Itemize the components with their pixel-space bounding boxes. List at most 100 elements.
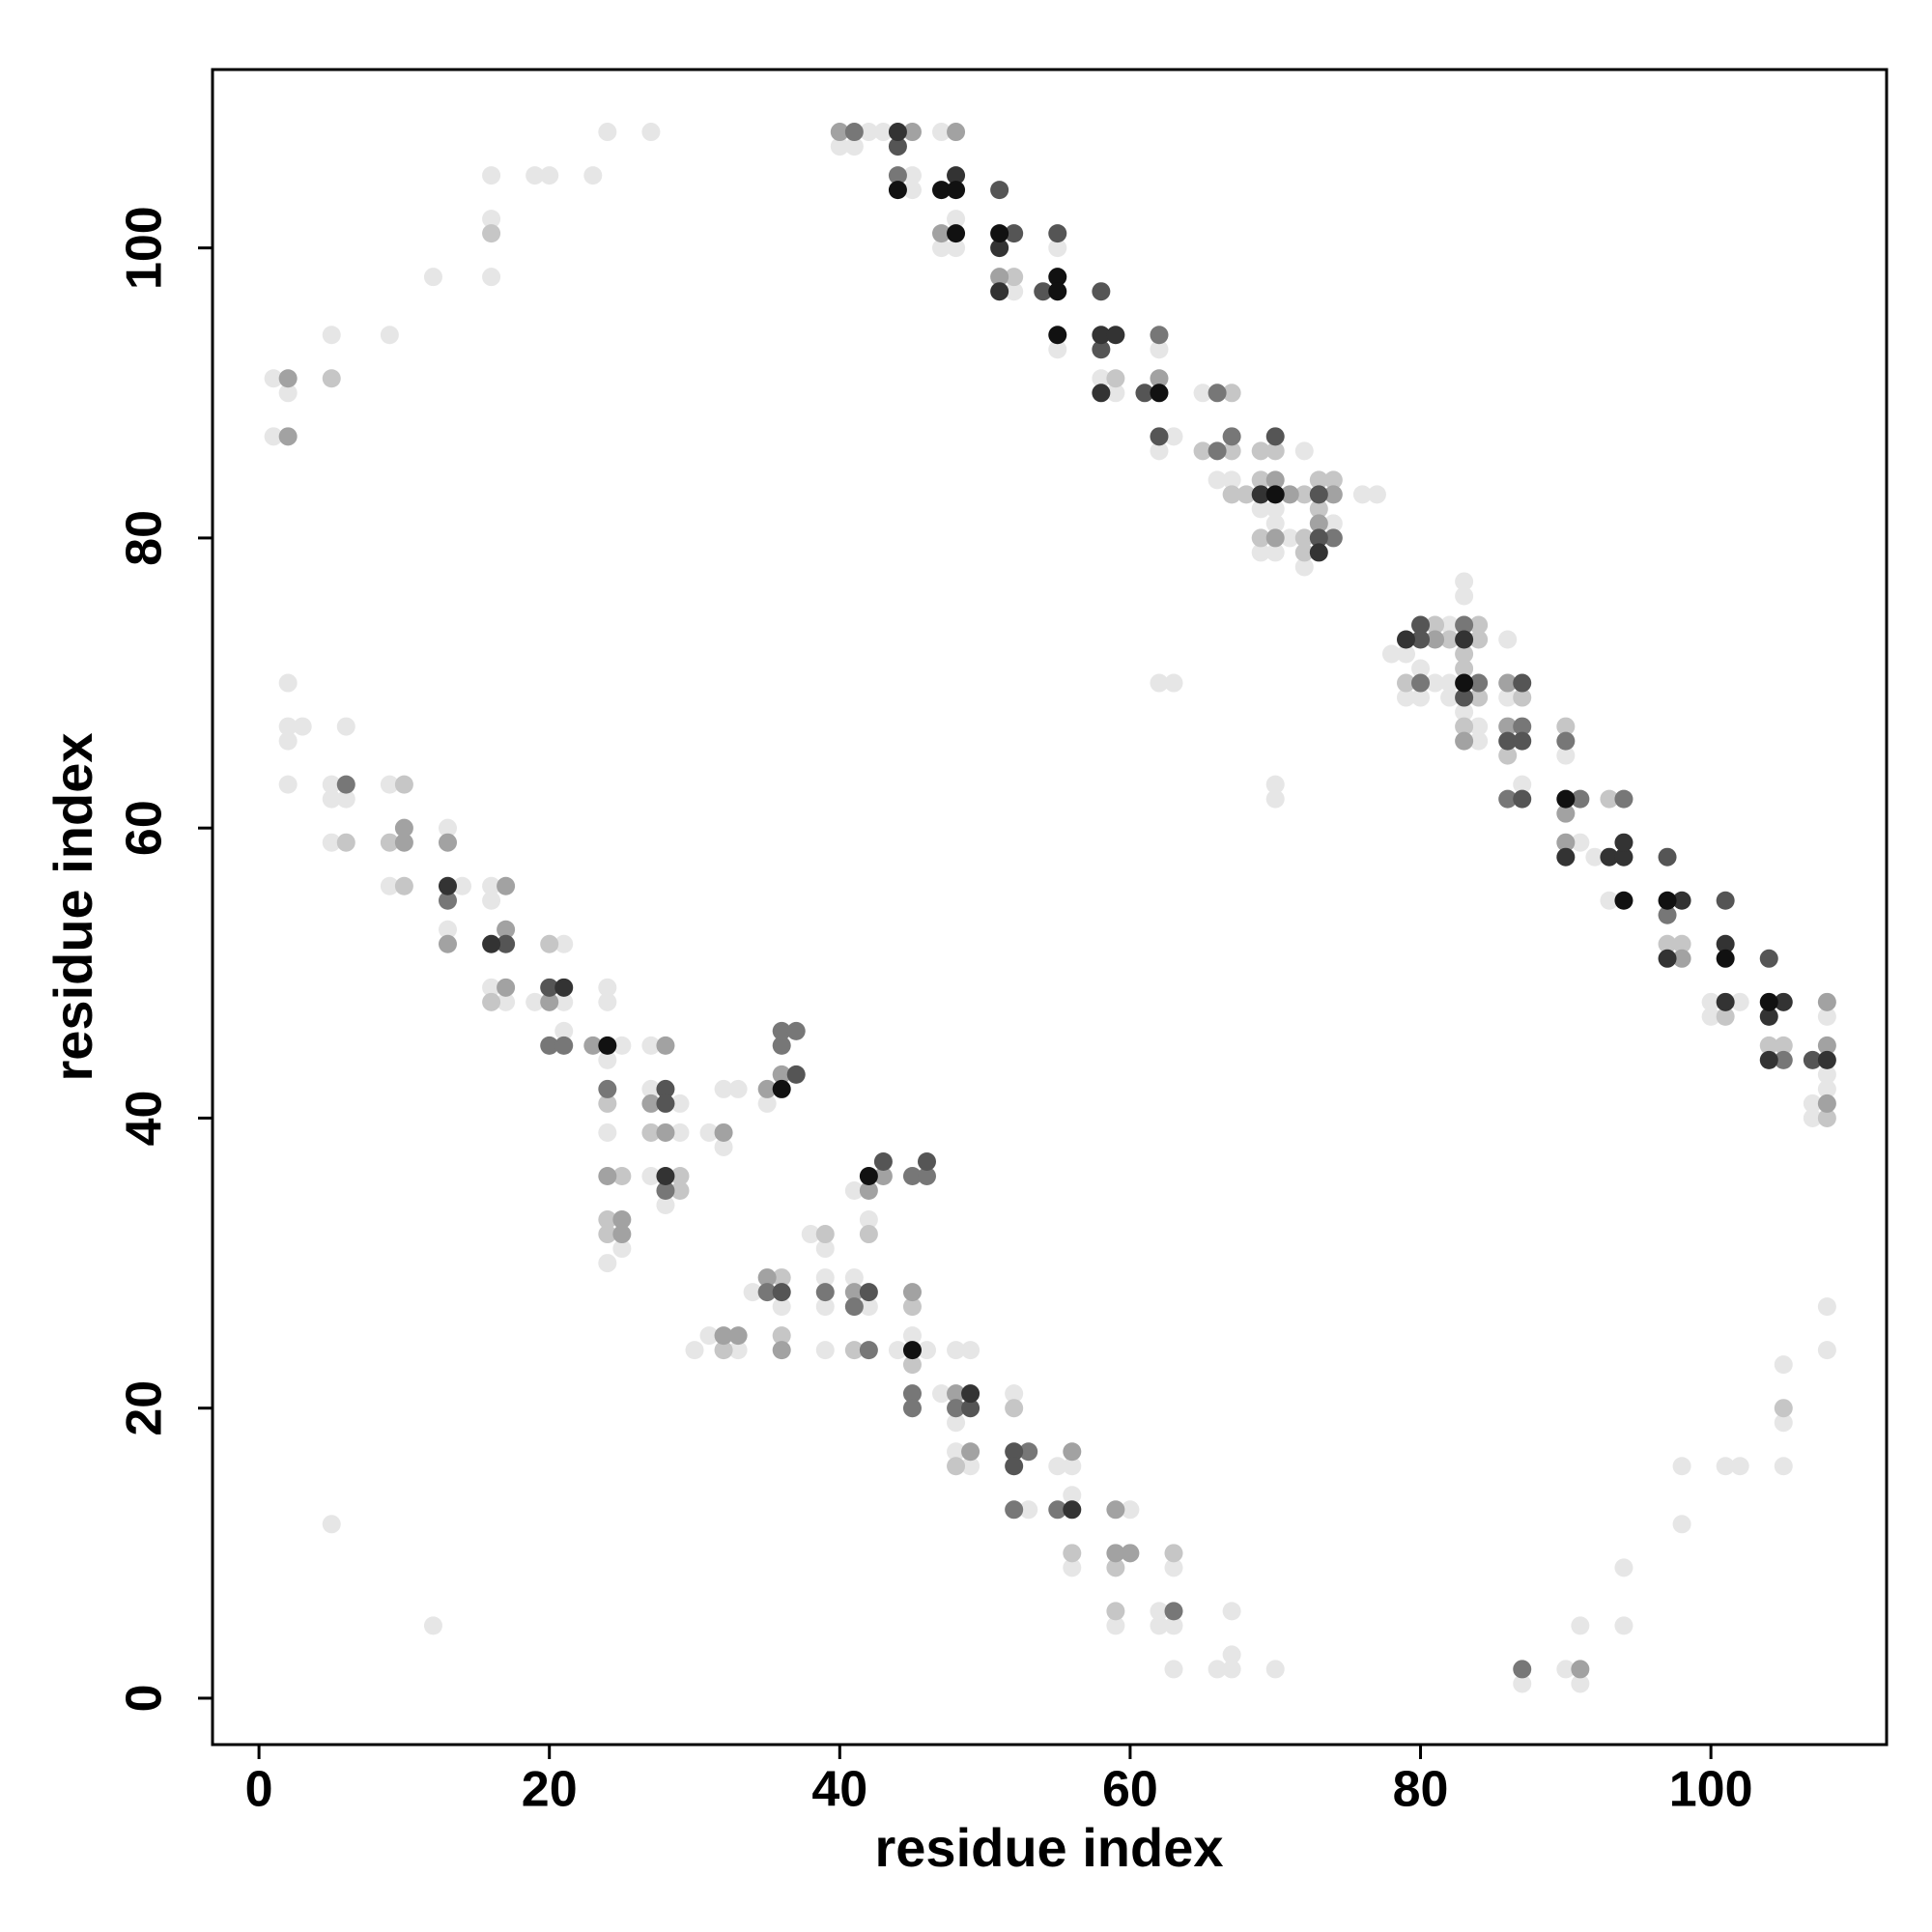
point: [1323, 528, 1343, 548]
point: [394, 876, 413, 895]
point: [322, 833, 341, 852]
y-tick-label: 80: [117, 510, 173, 566]
point: [1469, 673, 1489, 693]
point: [1265, 485, 1285, 504]
point: [278, 427, 298, 446]
point: [1048, 268, 1067, 287]
point: [1585, 847, 1605, 867]
point: [1817, 1036, 1836, 1055]
point: [598, 123, 617, 142]
point: [902, 1341, 922, 1360]
point: [1571, 1616, 1590, 1635]
point: [859, 1283, 878, 1302]
point: [540, 934, 559, 953]
point: [757, 1094, 777, 1113]
point: [815, 1297, 835, 1317]
point: [1150, 427, 1169, 446]
point: [1222, 1660, 1241, 1679]
point: [728, 1341, 748, 1360]
point: [932, 181, 952, 200]
point: [1701, 1007, 1720, 1026]
point: [772, 1326, 791, 1346]
point: [598, 978, 617, 997]
point: [1063, 1442, 1082, 1462]
point: [714, 1326, 733, 1346]
point: [1513, 1660, 1532, 1679]
point: [888, 137, 907, 156]
point: [947, 224, 966, 243]
point: [1309, 470, 1328, 490]
point: [1396, 644, 1415, 664]
point: [1513, 789, 1532, 809]
point: [1455, 659, 1474, 678]
point: [380, 833, 399, 852]
point: [1309, 543, 1328, 562]
point: [1106, 1544, 1125, 1563]
point: [902, 181, 922, 200]
point: [1716, 949, 1735, 968]
point: [656, 1079, 675, 1098]
point: [1672, 1515, 1691, 1534]
point: [947, 1457, 966, 1476]
point: [598, 1050, 617, 1069]
point: [670, 1094, 690, 1113]
point: [1222, 470, 1241, 490]
point: [1571, 1674, 1590, 1693]
point: [1614, 847, 1634, 867]
point: [1367, 485, 1386, 504]
point: [1005, 1500, 1024, 1520]
point: [961, 1442, 980, 1462]
point: [612, 1166, 632, 1185]
point: [264, 427, 283, 446]
point: [757, 1268, 777, 1288]
point: [1498, 746, 1518, 765]
point: [772, 1021, 791, 1040]
point: [380, 876, 399, 895]
point: [497, 992, 516, 1011]
point: [1294, 485, 1314, 504]
point: [1150, 1602, 1169, 1621]
point: [859, 1225, 878, 1244]
point: [859, 1166, 878, 1185]
point: [540, 978, 559, 997]
point: [1005, 1384, 1024, 1404]
point: [1005, 282, 1024, 301]
point: [1774, 992, 1793, 1011]
point: [278, 717, 298, 736]
point: [1222, 485, 1241, 504]
point: [844, 1181, 864, 1201]
point: [1440, 688, 1460, 707]
point: [438, 891, 457, 910]
point: [1817, 1341, 1836, 1360]
point: [1396, 673, 1415, 693]
point: [554, 1021, 574, 1040]
point: [1121, 1500, 1140, 1520]
point: [990, 181, 1009, 200]
point: [1411, 659, 1431, 678]
point: [1121, 1544, 1140, 1563]
point: [438, 876, 457, 895]
point: [380, 326, 399, 345]
point: [1672, 1457, 1691, 1476]
point: [1556, 746, 1576, 765]
x-tick-label: 60: [1102, 1762, 1158, 1818]
point: [772, 1297, 791, 1317]
point: [1251, 441, 1270, 461]
point: [1193, 384, 1212, 403]
point: [961, 1341, 980, 1360]
point: [540, 1036, 559, 1055]
point: [278, 673, 298, 693]
point: [902, 123, 922, 142]
point: [1106, 1500, 1125, 1520]
point: [1513, 673, 1532, 693]
point: [990, 282, 1009, 301]
point: [815, 1341, 835, 1360]
point: [772, 1283, 791, 1302]
point: [772, 1341, 791, 1360]
point: [1265, 528, 1285, 548]
point: [1309, 528, 1328, 548]
point: [1323, 470, 1343, 490]
point: [1150, 369, 1169, 388]
point: [961, 1457, 980, 1476]
point: [1106, 1602, 1125, 1621]
